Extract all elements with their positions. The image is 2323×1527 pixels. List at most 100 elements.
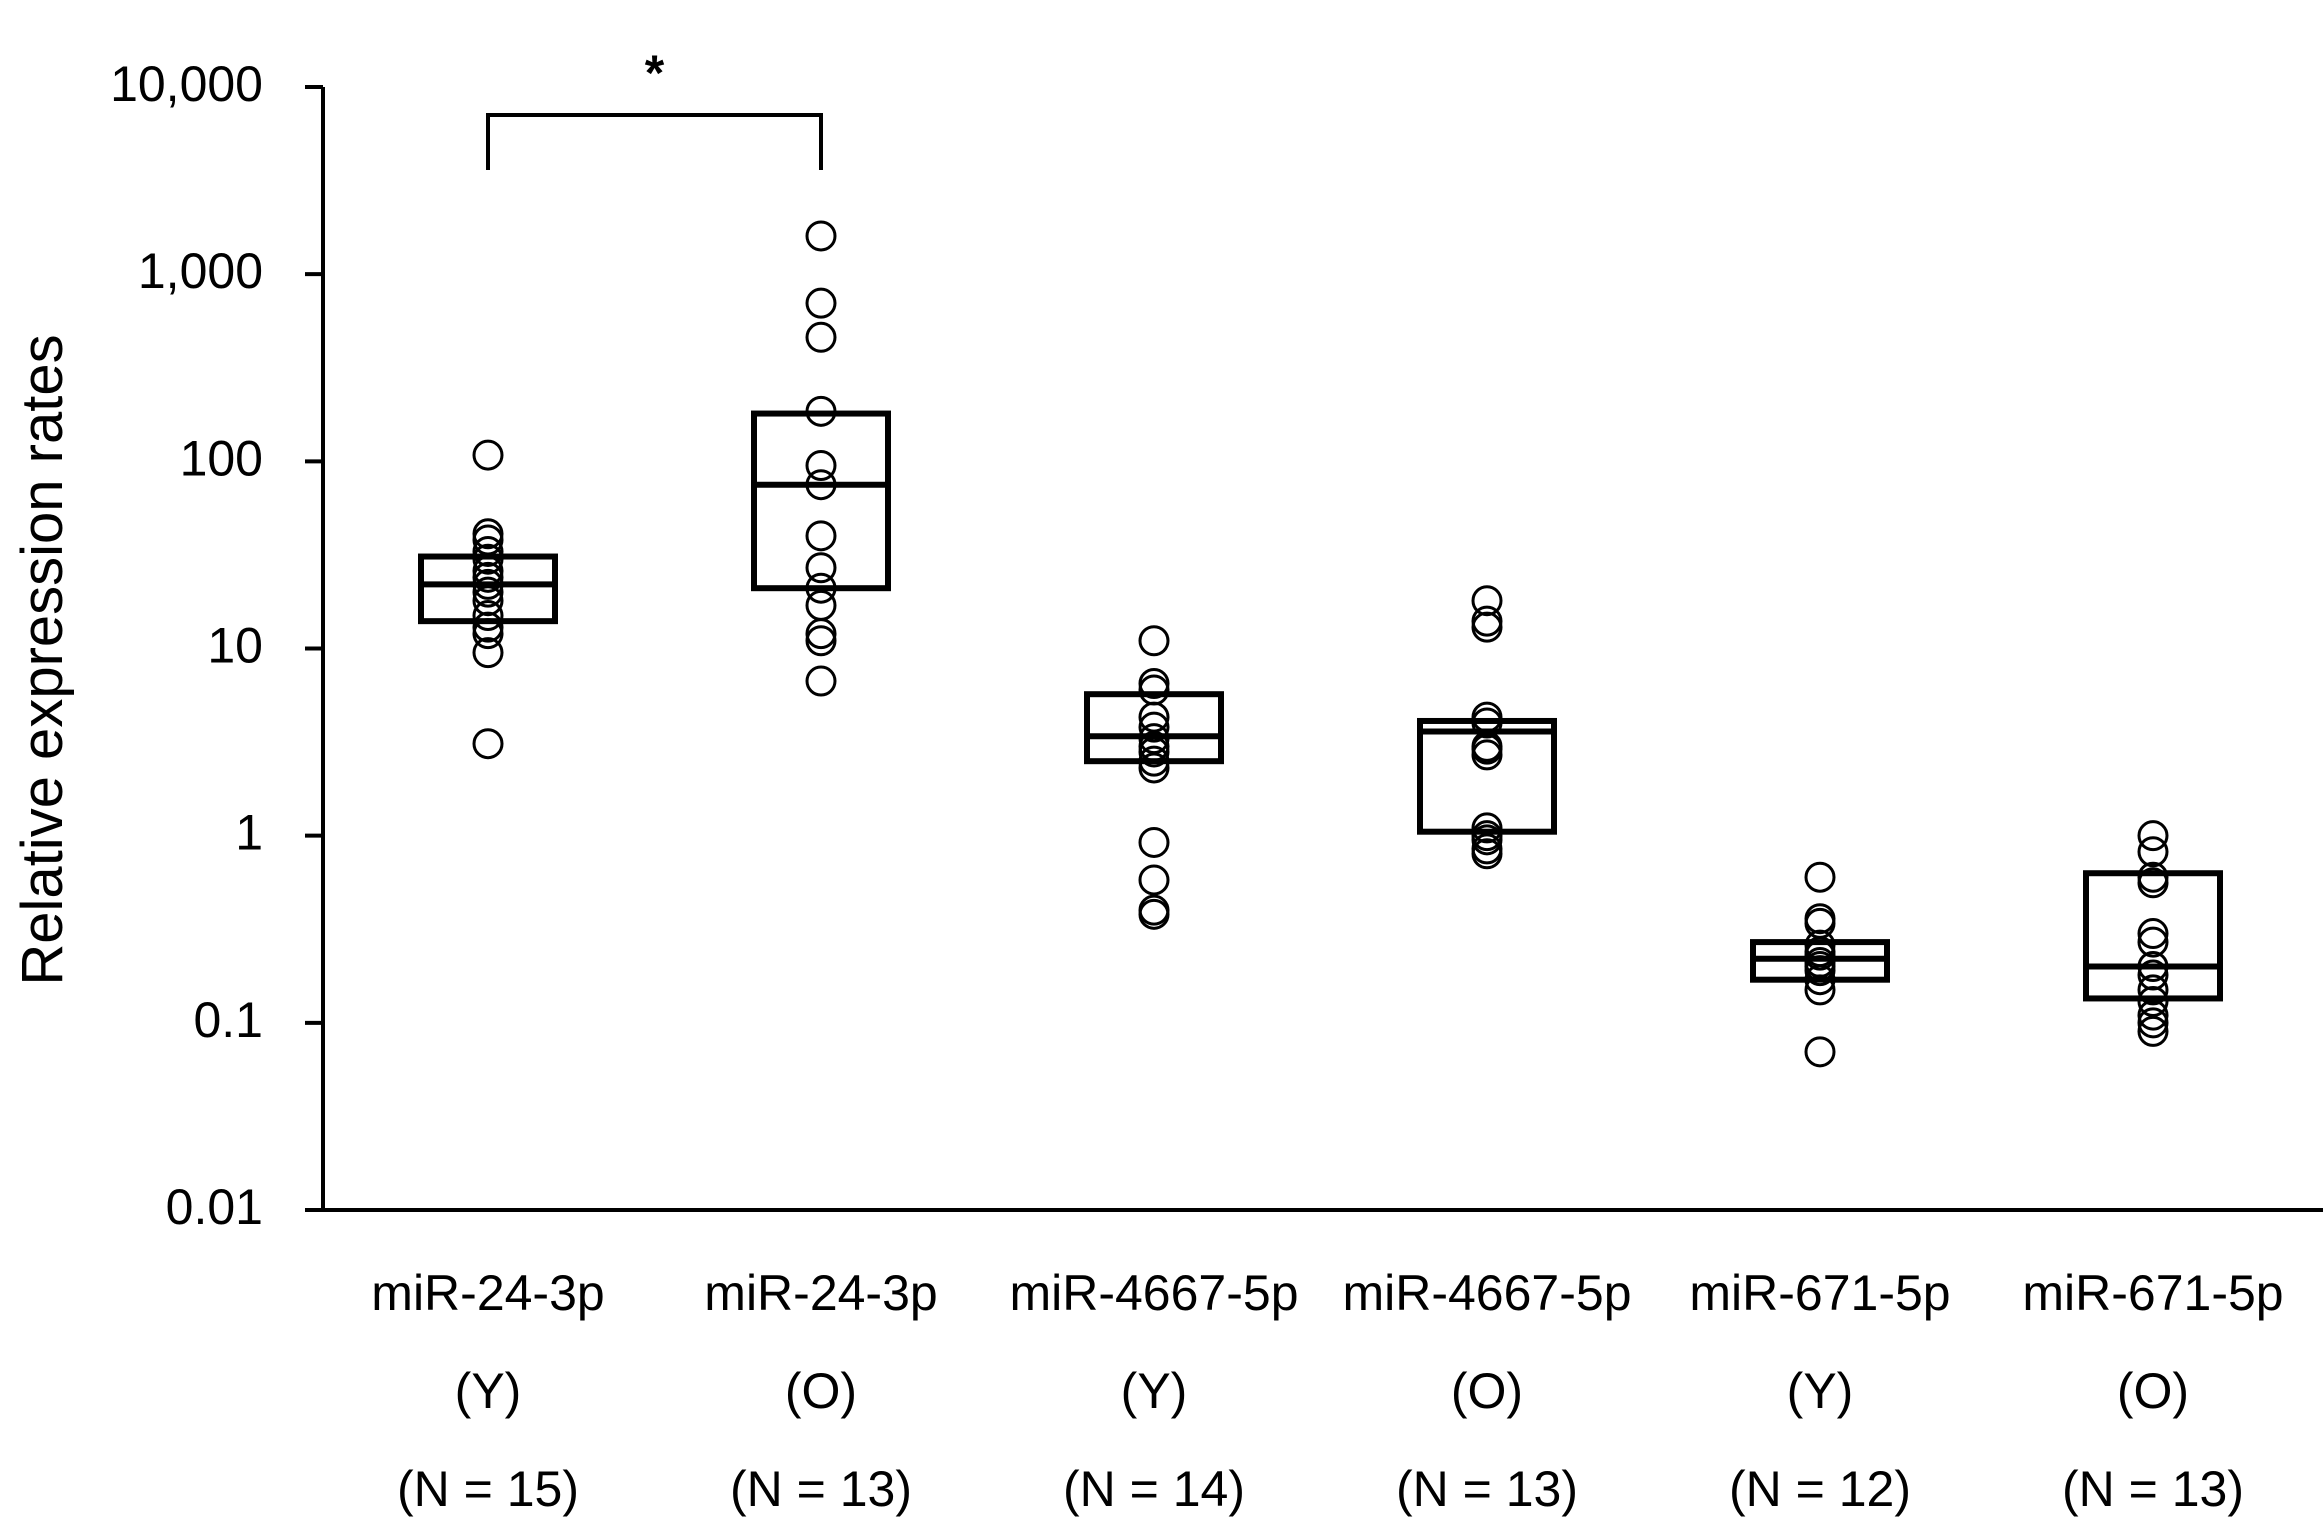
data-point (2137, 867, 2169, 899)
category-label: (Y) (1787, 1363, 1854, 1419)
y-tick-label: 1 (235, 805, 263, 861)
data-point (1804, 955, 1836, 987)
category-label: (O) (2117, 1363, 2189, 1419)
data-point (2137, 926, 2169, 958)
data-point (472, 561, 504, 593)
category-label: (O) (1451, 1363, 1523, 1419)
category-group (1084, 625, 1224, 930)
data-point (2137, 959, 2169, 991)
category-label: (N = 13) (2062, 1461, 2244, 1517)
data-point (472, 618, 504, 650)
data-point (805, 469, 837, 501)
data-point (1471, 739, 1503, 771)
category-group (418, 439, 558, 760)
data-point (805, 395, 837, 427)
category-label: miR-671-5p (1689, 1265, 1950, 1321)
data-point (1804, 1036, 1836, 1068)
data-point (2137, 918, 2169, 950)
iqr-box (2083, 870, 2223, 1002)
category-label: miR-4667-5p (1342, 1265, 1631, 1321)
data-point (1138, 745, 1170, 777)
y-axis-label: Relative expression rates (10, 334, 75, 985)
y-tick-label: 10,000 (110, 56, 263, 112)
axes (321, 87, 2323, 1212)
data-point (472, 568, 504, 600)
data-point (1804, 861, 1836, 893)
annotations: * (486, 45, 823, 170)
data-point (472, 600, 504, 632)
data-point (805, 321, 837, 353)
data-point (805, 589, 837, 621)
data-point (1471, 812, 1503, 844)
category-group (2083, 820, 2223, 1047)
data-point (805, 520, 837, 552)
data-point (472, 728, 504, 760)
iqr-box (1417, 717, 1557, 835)
y-ticks: 0.01 0.1 1 10 100 1,000 10,000 (110, 56, 323, 1235)
category-label: miR-671-5p (2022, 1265, 2283, 1321)
data-point (2137, 950, 2169, 982)
data-point (1471, 707, 1503, 739)
category-label: (O) (785, 1363, 857, 1419)
category-label: miR-4667-5p (1009, 1265, 1298, 1321)
data-point (2137, 836, 2169, 868)
data-point (805, 618, 837, 650)
data-point (1138, 898, 1170, 930)
data-point (472, 543, 504, 575)
y-tick-label: 100 (180, 430, 263, 486)
y-tick-label: 0.01 (166, 1179, 263, 1235)
data-point (472, 524, 504, 556)
data-point (2137, 986, 2169, 1018)
data-point (2137, 974, 2169, 1006)
category-label: miR-24-3p (371, 1265, 604, 1321)
data-point (1804, 974, 1836, 1006)
category-label: (N = 13) (1396, 1461, 1578, 1517)
category-label: (N = 14) (1063, 1461, 1245, 1517)
data-point (1138, 625, 1170, 657)
data-point (1138, 711, 1170, 743)
data-point (2137, 820, 2169, 852)
data-point (1471, 585, 1503, 617)
data-point (472, 535, 504, 567)
data-point (1804, 964, 1836, 996)
iqr-box (751, 410, 891, 592)
data-point (1138, 752, 1170, 784)
data-point (2137, 999, 2169, 1031)
data-point (1138, 864, 1170, 896)
data-point (472, 637, 504, 669)
data-point (1471, 838, 1503, 870)
category-label: (N = 13) (730, 1461, 912, 1517)
category-label: (N = 12) (1729, 1461, 1911, 1517)
data-point (1471, 824, 1503, 856)
data-point (805, 665, 837, 697)
category-group (751, 220, 891, 697)
data-point (2137, 1015, 2169, 1047)
data-point (805, 220, 837, 252)
y-tick-label: 1,000 (138, 243, 263, 299)
data-point (805, 572, 837, 604)
category-labels: miR-24-3p (Y) (N = 15) miR-24-3p (O) (N = 13)… (371, 1265, 2283, 1517)
data-point (472, 439, 504, 471)
category-group (1750, 861, 1890, 1068)
data-point (1471, 701, 1503, 733)
significance-asterisk: * (645, 45, 665, 101)
data-point (472, 585, 504, 617)
data-point (2137, 1007, 2169, 1039)
category-label: miR-24-3p (704, 1265, 937, 1321)
data-point (1138, 674, 1170, 706)
data-point (805, 552, 837, 584)
y-tick-label: 0.1 (193, 992, 263, 1048)
category-label: (Y) (455, 1363, 522, 1419)
data-point (472, 576, 504, 608)
plot-area (418, 220, 2223, 1068)
y-tick-label: 10 (207, 618, 263, 674)
category-group (1417, 585, 1557, 870)
data-point (805, 625, 837, 657)
category-label: (N = 15) (397, 1461, 579, 1517)
data-point (1138, 826, 1170, 858)
data-point (1471, 605, 1503, 637)
data-point (1804, 939, 1836, 971)
data-point (805, 287, 837, 319)
significance-bracket (486, 113, 823, 170)
